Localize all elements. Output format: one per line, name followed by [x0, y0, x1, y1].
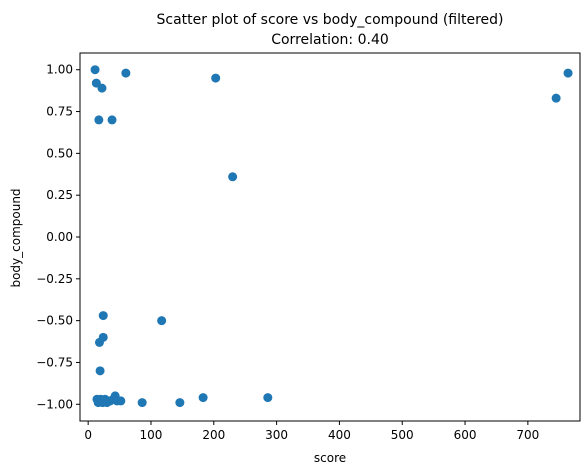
y-tick-label: 0.25 [46, 188, 73, 202]
data-point [116, 396, 126, 406]
y-tick-label: −0.50 [36, 314, 73, 328]
y-tick-label: −1.00 [36, 397, 73, 411]
data-point [121, 68, 131, 78]
data-point [211, 73, 221, 83]
x-tick-label: 100 [140, 428, 163, 442]
chart-subtitle: Correlation: 0.40 [271, 32, 389, 48]
data-point [94, 337, 104, 347]
x-tick-label: 500 [391, 428, 414, 442]
data-point [107, 115, 117, 125]
y-tick-label: 0.50 [46, 146, 73, 160]
data-point [94, 115, 104, 125]
x-axis-ticks: 0 100 200 300 400 500 600 700 [84, 421, 539, 442]
y-tick-label: 1.00 [46, 63, 73, 77]
data-point [95, 366, 105, 376]
x-tick-label: 700 [516, 428, 539, 442]
data-point [90, 65, 100, 75]
x-tick-label: 600 [454, 428, 477, 442]
data-point [137, 398, 147, 408]
data-point [98, 311, 108, 321]
x-tick-label: 0 [84, 428, 92, 442]
data-point [175, 398, 185, 408]
data-point [263, 393, 273, 403]
chart-title: Scatter plot of score vs body_compound (… [156, 12, 503, 28]
plot-area-frame [79, 52, 581, 422]
y-axis-label: body_compound [9, 188, 23, 287]
data-point [97, 83, 107, 93]
y-tick-label: 0.00 [46, 230, 73, 244]
data-point [563, 68, 573, 78]
y-axis-ticks: −1.00 −0.75 −0.50 −0.25 0.00 0.25 0.50 0.75 1.00 [36, 63, 80, 411]
data-point [157, 316, 167, 326]
x-tick-label: 300 [265, 428, 288, 442]
y-tick-label: −0.75 [36, 355, 73, 369]
y-tick-label: −0.25 [36, 272, 73, 286]
data-point [551, 93, 561, 103]
x-tick-label: 400 [328, 428, 351, 442]
x-tick-label: 200 [202, 428, 225, 442]
x-axis-label: score [314, 451, 346, 465]
data-point [198, 393, 208, 403]
data-points [90, 65, 573, 408]
data-point [228, 172, 238, 182]
y-tick-label: 0.75 [46, 105, 73, 119]
